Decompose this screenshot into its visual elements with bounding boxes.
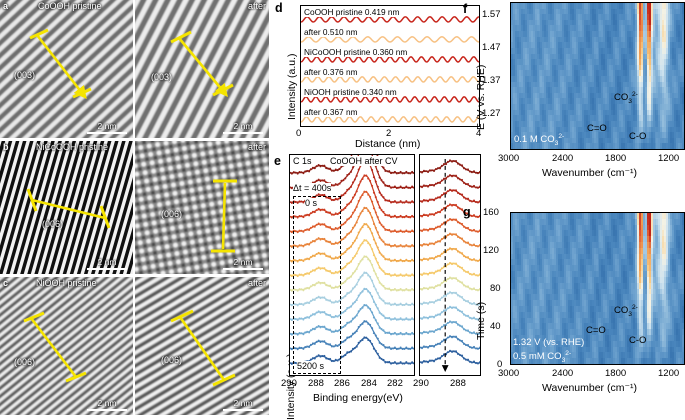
panel-label-d: d — [275, 1, 283, 15]
panel-d-curve — [301, 57, 479, 62]
dspacing-arrow-a-left — [0, 0, 133, 138]
panel-d-curve — [301, 77, 479, 82]
panel-f-annot-co3: CO32- — [614, 91, 638, 105]
heatmap-cell — [682, 143, 685, 149]
panel-d-curve — [301, 97, 479, 102]
panel-g-xtick-3000: 3000 — [498, 368, 519, 379]
panel-g-xtick-1800: 1800 — [605, 368, 626, 379]
panel-f-ytick-157: 1.57 — [482, 9, 501, 20]
dspacing-arrow-b-right — [135, 141, 269, 274]
panel-e-xps: e Intensity (a.u.) C 1s CoOOH after CV Δ… — [272, 152, 487, 415]
scalebar-a-right: 2 nm — [223, 122, 263, 135]
dspacing-arrow-a-right — [135, 0, 269, 138]
panel-f-xtick-1800: 1800 — [605, 153, 626, 164]
panel-f-xtick-2400: 2400 — [552, 153, 573, 164]
panel-f-xlabel: Wavenumber (cm⁻¹) — [542, 167, 637, 179]
panel-d-lineprofiles: d Intensity (a.u.) CoOOH pristine 0.419 … — [272, 0, 487, 150]
panel-e-header-left: C 1s — [293, 156, 312, 166]
panel-f-ytick-137: 1.37 — [482, 75, 501, 86]
panel-label-f: f — [463, 2, 467, 16]
panel-f-annot-co: C-O — [629, 131, 646, 142]
panel-g-ylabel: Time (s) — [475, 302, 487, 340]
panel-d-row-label: CoOOH pristine 0.419 nm — [303, 7, 400, 17]
panel-d-row-label: after 0.510 nm — [303, 27, 359, 37]
tem-panel-c-after: after (006) 2 nm — [135, 277, 269, 415]
panel-e-xtick-282: 282 — [387, 378, 403, 389]
panel-g-ytick-160: 160 — [483, 207, 499, 218]
panel-d-curve — [301, 117, 479, 122]
panel-f-xtick-3000: 3000 — [498, 153, 519, 164]
panel-e-xtick-286: 286 — [334, 378, 350, 389]
scalebar-c-left: 2 nm — [87, 399, 127, 412]
panel-g-xtick-1200: 1200 — [658, 368, 679, 379]
panel-f-ytick-147: 1.47 — [482, 42, 501, 53]
panel-e-header-right: CoOOH after CV — [330, 156, 398, 166]
panel-e-t0-label: 0 s — [305, 198, 317, 208]
scalebar-b-right: 2 nm — [223, 258, 263, 271]
panel-f-condition: 0.1 M CO32- — [514, 133, 564, 147]
panel-f-ytick-127: 1.27 — [482, 108, 501, 119]
panel-e-dt-label: Δt = 400s — [293, 183, 331, 193]
tem-panel-c-pristine: c NiOOH pristine (006) 2 nm — [0, 277, 133, 415]
dspacing-arrow-c-left — [0, 277, 133, 415]
panel-g-xtick-2400: 2400 — [552, 368, 573, 379]
panel-g-ytick-40: 40 — [490, 321, 501, 332]
panel-d-row-label: after 0.376 nm — [303, 67, 359, 77]
panel-g-condition-2: 0.5 mM CO32- — [513, 350, 571, 364]
panel-label-e: e — [274, 154, 281, 168]
panel-d-row-label: NiOOH pristine 0.340 nm — [303, 87, 398, 97]
heatmap-cell — [682, 358, 685, 364]
panel-g-annot-ceqo: C=O — [586, 325, 606, 336]
dspacing-arrow-c-right — [135, 277, 269, 415]
panel-d-curve — [301, 17, 479, 22]
panel-e-time-bracket — [293, 196, 341, 374]
tem-panel-a-after: after (003) 2 nm — [135, 0, 269, 138]
panel-e-xtick-290: 290 — [281, 378, 297, 389]
panel-e-inset-xtick-290: 290 — [413, 378, 429, 389]
scalebar-c-right: 2 nm — [223, 399, 263, 412]
tem-panel-b-after: after (006) 2 nm — [135, 141, 269, 274]
panel-g-annot-co: C-O — [629, 335, 646, 346]
panel-g-condition-1: 1.32 V (vs. RHE) — [513, 337, 584, 348]
dspacing-arrow-b-left — [0, 141, 133, 274]
panel-g-ytick-120: 120 — [483, 245, 499, 256]
panel-d-curve — [301, 37, 479, 42]
panel-f-xtick-1200: 1200 — [658, 153, 679, 164]
panel-g-annot-co3: CO32- — [614, 304, 638, 318]
panel-f-annot-ceqo: C=O — [587, 123, 607, 134]
panel-d-xtick-0: 0 — [296, 128, 301, 139]
panel-d-row-label: after 0.367 nm — [303, 107, 359, 117]
panel-e-xtick-288: 288 — [308, 378, 324, 389]
panel-g-xlabel: Wavenumber (cm⁻¹) — [542, 382, 637, 394]
tem-panel-a-pristine: a CoOOH pristine (003) 2 nm — [0, 0, 133, 138]
panel-e-xtick-284: 284 — [361, 378, 377, 389]
tem-panel-b-pristine: b NiCoOOH pristine (006) 2 nm — [0, 141, 133, 274]
panel-d-row-label: NiCoOOH pristine 0.360 nm — [303, 47, 408, 57]
scalebar-a-left: 2 nm — [87, 122, 127, 135]
panel-d-xlabel: Distance (nm) — [355, 138, 420, 150]
panel-e-xlabel: Binding energy(eV) — [313, 392, 403, 404]
panel-d-ylabel: Intensity (a.u.) — [286, 53, 298, 120]
panel-f-heatmap: f E (V vs. RHE) 1.57 1.47 1.37 1.27 CO32… — [462, 0, 685, 200]
panel-g-heatmap: g Time (s) 160 120 80 40 0 CO32- C=O C-O… — [462, 200, 685, 415]
panel-g-ytick-80: 80 — [490, 283, 501, 294]
panel-e-tend-label: 5200 s — [297, 361, 324, 371]
panel-label-g: g — [463, 205, 471, 219]
scalebar-b-left: 2 nm — [87, 258, 127, 271]
